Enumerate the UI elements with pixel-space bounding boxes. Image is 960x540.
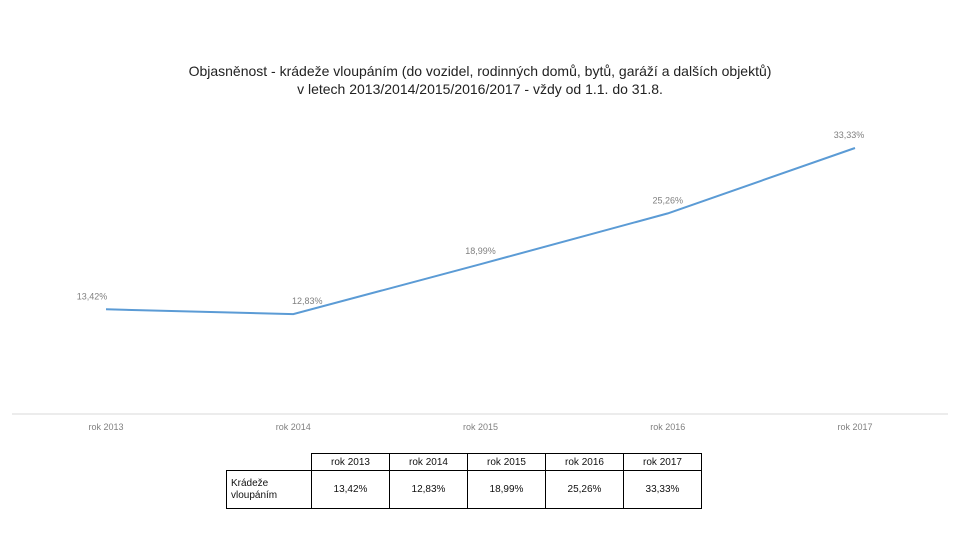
table-cell: 12,83% [389, 470, 468, 509]
data-label: 12,83% [292, 296, 323, 306]
data-label: 13,42% [77, 291, 108, 301]
x-tick-labels: rok 2013 rok 2014 rok 2015 rok 2016 rok 2017 [88, 422, 872, 432]
table-cell: 25,26% [545, 470, 624, 509]
table-header-cell: rok 2017 [623, 453, 702, 471]
table-header-cell: rok 2015 [467, 453, 546, 471]
x-tick-label: rok 2015 [463, 422, 498, 432]
table-header-cell: rok 2013 [311, 453, 390, 471]
table-cell: 13,42% [311, 470, 390, 509]
chart-title-line-2: v letech 2013/2014/2015/2016/2017 - vždy… [297, 81, 663, 97]
series-line [105, 147, 856, 316]
x-tick-label: rok 2013 [88, 422, 123, 432]
table-cell: 18,99% [467, 470, 546, 509]
table-corner [227, 454, 312, 471]
table-header-cell: rok 2016 [545, 453, 624, 471]
data-label: 18,99% [465, 246, 496, 256]
chart-title-line-1: Objasněnost - krádeže vloupáním (do vozi… [188, 63, 772, 79]
data-labels: 13,42% 12,83% 18,99% 25,26% 33,33% [77, 130, 865, 306]
x-tick-label: rok 2016 [650, 422, 685, 432]
data-table: rok 2013 rok 2014 rok 2015 rok 2016 rok … [226, 453, 702, 509]
x-tick-label: rok 2014 [276, 422, 311, 432]
table-header-row: rok 2013 rok 2014 rok 2015 rok 2016 rok … [227, 453, 702, 471]
table-row-label: Krádeže vloupáním [226, 470, 312, 509]
chart-title: Objasněnost - krádeže vloupáním (do vozi… [0, 62, 960, 98]
table-header-cell: rok 2014 [389, 453, 468, 471]
data-label: 33,33% [834, 130, 865, 140]
table-cell: 33,33% [623, 470, 702, 509]
data-label: 25,26% [652, 195, 683, 205]
table-row: Krádeže vloupáním 13,42% 12,83% 18,99% 2… [226, 470, 702, 509]
x-tick-label: rok 2017 [837, 422, 872, 432]
